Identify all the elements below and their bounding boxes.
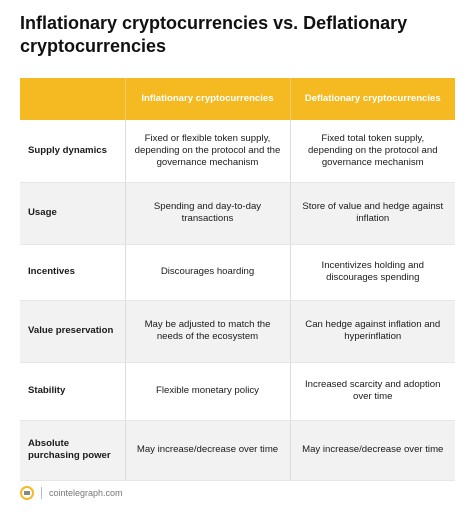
table-cell: May be adjusted to match the needs of th… [125, 300, 291, 363]
table-cell: Store of value and hedge against inflati… [290, 182, 455, 245]
row-label: Stability [20, 362, 126, 421]
row-label: Incentives [20, 244, 126, 301]
separator [41, 487, 42, 499]
row-label: Absolute purchasing power [20, 420, 126, 481]
logo [20, 486, 34, 500]
table-cell: Fixed total token supply, depending on t… [290, 120, 455, 183]
table-cell: Can hedge against inflation and hyperinf… [290, 300, 455, 363]
table-cell: Spending and day-to-day transactions [125, 182, 291, 245]
table-row: Supply dynamics Fixed or flexible token s… [20, 120, 455, 183]
column-header: Deflationary cryptocurrencies [290, 78, 455, 120]
table-cell: Increased scarcity and adoption over tim… [290, 362, 455, 421]
header-row: Inflationary cryptocurrencies Deflationar… [20, 78, 455, 120]
table-cell: Flexible monetary policy [125, 362, 291, 421]
row-label: Value preservation [20, 300, 126, 363]
row-label: Usage [20, 182, 126, 245]
table-row: Value preservation May be adjusted to mat… [20, 300, 455, 363]
column-header: Inflationary cryptocurrencies [125, 78, 291, 120]
table-row: Absolute purchasing power May increase/de… [20, 420, 455, 481]
source: cointelegraph.com [49, 488, 123, 498]
table-cell: Incentivizes holding and discourages spe… [290, 244, 455, 301]
footer: cointelegraph.com [20, 486, 123, 500]
table-cell: Discourages hoarding [125, 244, 291, 301]
table-row: Incentives Discourages hoarding Incentiviz… [20, 244, 455, 301]
table-cell: May increase/decrease over time [290, 420, 455, 481]
table-row: Stability Flexible monetary policy Increas… [20, 362, 455, 421]
row-label: Supply dynamics [20, 120, 126, 183]
table-cell: May increase/decrease over time [125, 420, 291, 481]
header-cell [20, 78, 126, 120]
table-row: Usage Spending and day-to-day transaction… [20, 182, 455, 245]
table-cell: Fixed or flexible token supply, dependin… [125, 120, 291, 183]
comparison-table: Inflationary cryptocurrencies Deflationar… [20, 78, 455, 481]
title: Inflationary cryptocurrencies vs. Deflat… [20, 13, 408, 56]
